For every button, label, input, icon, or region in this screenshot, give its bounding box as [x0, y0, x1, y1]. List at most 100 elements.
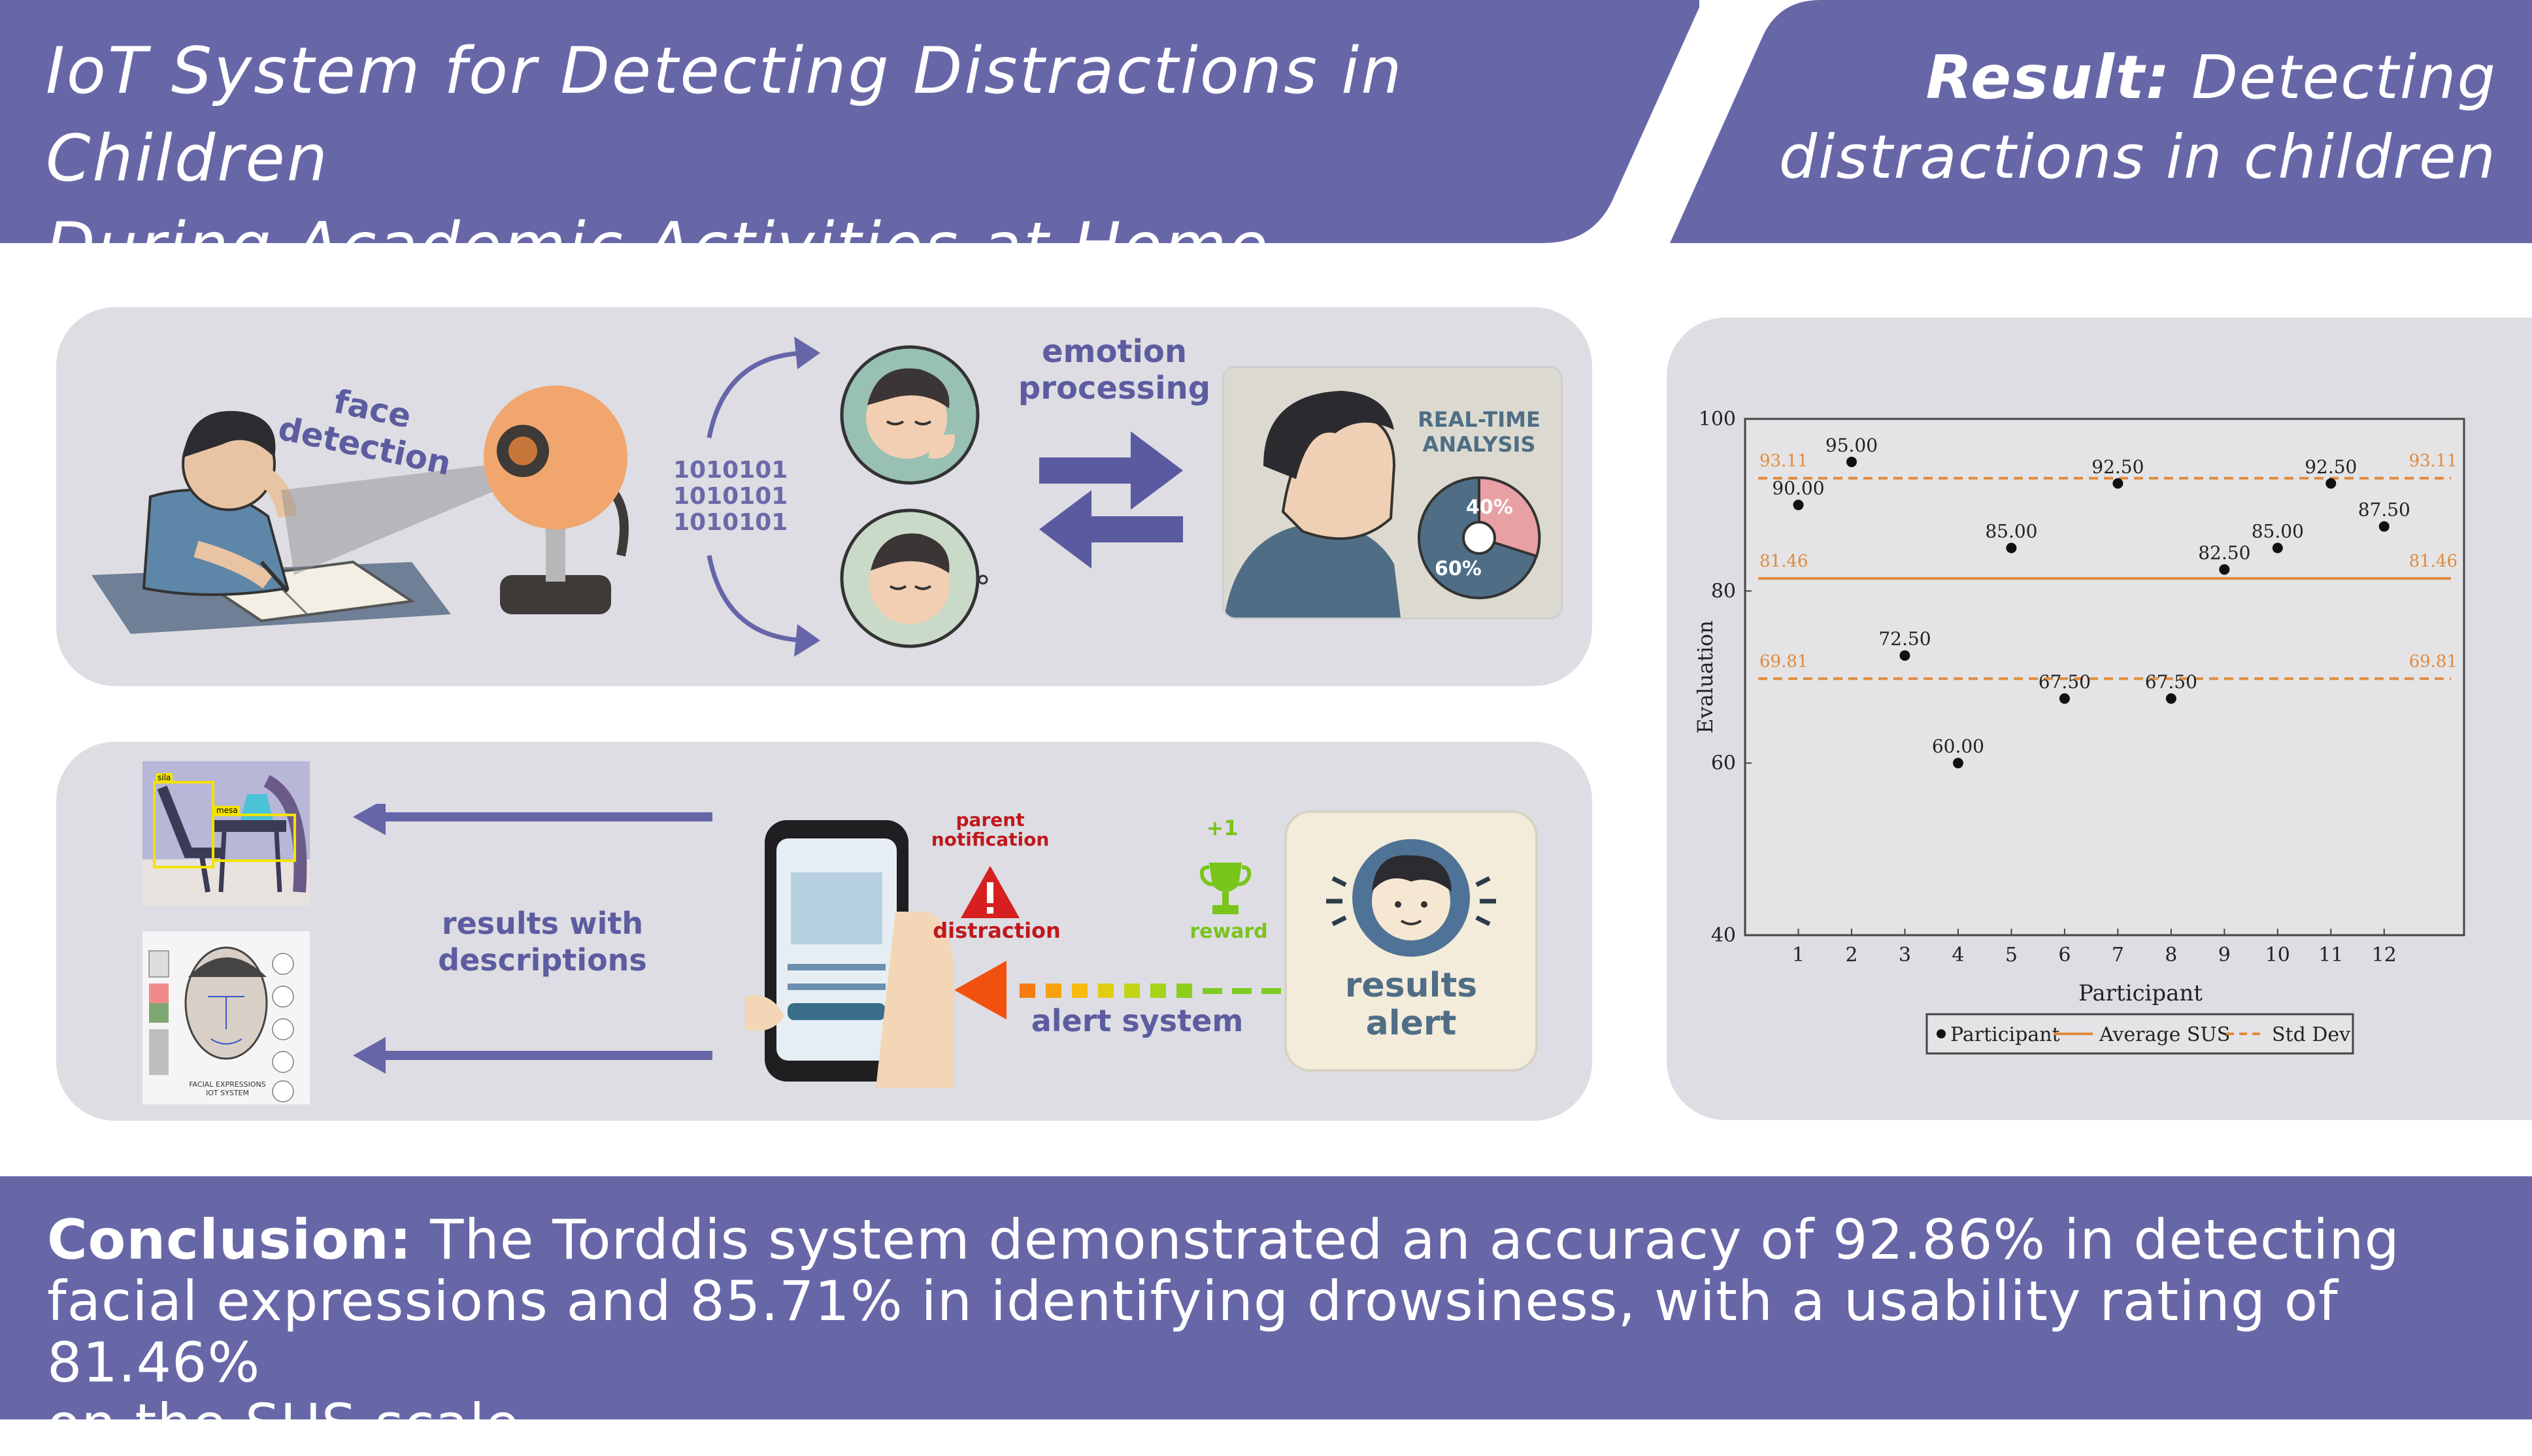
- webcam-icon: [484, 386, 629, 614]
- results-arrows: [353, 804, 712, 1074]
- result-heading: Result: Detecting distractions in childr…: [1752, 38, 2497, 197]
- x-tick-label: 5: [2005, 944, 2018, 967]
- parent-notification-label: parent notification: [931, 809, 1050, 850]
- data-label: 92.50: [2305, 456, 2357, 478]
- std-lower-label-left: 69.81: [1759, 652, 1808, 672]
- data-point: [2378, 521, 2390, 532]
- legend-average-sus: Average SUS: [2099, 1023, 2230, 1046]
- title-line-1: IoT System for Detecting Distractions in…: [46, 34, 1404, 196]
- data-point: [2219, 564, 2230, 575]
- results-alert-label: results alert: [1344, 966, 1478, 1043]
- binary-data: 1010101 1010101 1010101: [673, 457, 788, 536]
- pie-small-label: 40%: [1466, 496, 1513, 519]
- data-label: 95.00: [1825, 435, 1878, 456]
- conclusion-line-2: facial expressions and 85.71% in identif…: [47, 1269, 2339, 1395]
- realtime-analysis-card: REAL-TIME ANALYSIS 40% 60%: [1222, 366, 1563, 620]
- data-point: [1899, 650, 1910, 661]
- result-text-2: distractions in children: [1778, 122, 2497, 192]
- detection-beam: [281, 464, 497, 575]
- data-label: 60.00: [1932, 736, 1984, 757]
- plot-area: [1744, 418, 2465, 936]
- sleepy-face-icon: [840, 508, 988, 648]
- data-points: 90.00 95.00 72.50 60.00 85.00 67.50 92.50 67.50…: [1772, 435, 2410, 769]
- alert-dotted-arrow: [954, 961, 1281, 1019]
- data-label: 85.00: [2252, 521, 2304, 542]
- x-tick-label: 3: [1899, 944, 1911, 967]
- data-point: [2165, 693, 2176, 704]
- conclusion-text: Conclusion: The Torddis system demonstra…: [47, 1209, 2465, 1455]
- data-point: [2112, 478, 2124, 489]
- data-point: [2006, 542, 2017, 554]
- data-label: 85.00: [1985, 521, 2037, 542]
- average-sus-label-left: 81.46: [1759, 552, 1808, 571]
- emotion-pie-chart: [1418, 476, 1541, 599]
- reward-label: reward: [1190, 920, 1268, 943]
- exchange-arrows: [1039, 431, 1183, 569]
- detection-tag-table: mesa: [214, 806, 240, 815]
- facial-expressions-caption: FACIAL EXPRESSIONS IOT SYSTEM: [189, 1080, 266, 1097]
- x-tick-label: 10: [2265, 944, 2290, 967]
- y-tick-label: 60: [1711, 752, 1736, 775]
- x-tick-label: 9: [2218, 944, 2231, 967]
- data-point: [2272, 542, 2283, 554]
- reference-lines: 93.11 93.11 81.46 81.46 69.81 69.81: [1758, 452, 2457, 680]
- reward-plus-label: +1: [1206, 816, 1239, 840]
- child-profile-illustration: [1224, 391, 1401, 618]
- data-label: 87.50: [2358, 499, 2410, 521]
- data-point: [1793, 499, 1804, 510]
- results-alert-card: results alert: [1284, 810, 1538, 1072]
- y-tick-label: 40: [1711, 924, 1736, 947]
- x-axis-ticks: 1 2 3 4 5 6 7 8 9 10 11 12: [1792, 929, 2397, 967]
- x-tick-label: 6: [2058, 944, 2071, 967]
- conclusion-line-3: on the SUS scale.: [47, 1392, 538, 1456]
- data-label: 67.50: [2039, 671, 2091, 693]
- legend-std-dev: Std Dev: [2272, 1023, 2350, 1046]
- result-text-1: Detecting: [2191, 42, 2497, 112]
- x-tick-label: 2: [1845, 944, 1857, 967]
- conclusion-label: Conclusion:: [47, 1208, 412, 1272]
- data-label: 92.50: [2091, 456, 2144, 478]
- smartphone-illustration: [745, 820, 954, 1088]
- facial-landmarks-drawing: [148, 946, 294, 1102]
- facial-expressions-thumbnail: FACIAL EXPRESSIONS IOT SYSTEM: [142, 931, 310, 1104]
- average-sus-label-right: 81.46: [2409, 552, 2457, 571]
- emotion-processing-label: emotion processing: [1018, 333, 1211, 406]
- results-with-descriptions-label: results with descriptions: [438, 906, 647, 978]
- object-detection-thumbnail: sila mesa: [142, 761, 310, 906]
- chair-table-drawing: [142, 775, 310, 906]
- x-axis-label: Participant: [2078, 980, 2203, 1006]
- tired-face-icon: [840, 345, 980, 485]
- result-label: Result:: [1925, 42, 2171, 112]
- x-tick-label: 8: [2165, 944, 2177, 967]
- pie-large-label: 60%: [1435, 557, 1482, 580]
- title-line-2: During Academic Activities at Home: [46, 209, 1270, 284]
- data-point: [2325, 478, 2337, 489]
- realtime-analysis-label: REAL-TIME ANALYSIS: [1418, 407, 1541, 457]
- child-studying-illustration: [92, 410, 451, 634]
- data-label: 67.50: [2145, 671, 2197, 693]
- data-label: 82.50: [2198, 542, 2250, 563]
- alert-system-label: alert system: [1031, 1003, 1244, 1038]
- distraction-label: distraction: [933, 918, 1061, 943]
- warning-icon: [961, 866, 1020, 918]
- x-tick-label: 7: [2112, 944, 2124, 967]
- x-tick-label: 4: [1952, 944, 1964, 967]
- std-upper-label-left: 93.11: [1759, 452, 1808, 471]
- conclusion-banner: [0, 1176, 2532, 1419]
- data-point: [1952, 757, 1963, 769]
- x-tick-label: 11: [2318, 944, 2343, 967]
- std-upper-label-right: 93.11: [2409, 452, 2457, 471]
- legend-participant: Participant: [1950, 1023, 2060, 1046]
- data-label: 72.50: [1878, 628, 1931, 650]
- data-label: 90.00: [1772, 478, 1824, 499]
- chart-legend: Participant Average SUS Std Dev: [1925, 1013, 2354, 1055]
- page-title: IoT System for Detecting Distractions in…: [46, 27, 1627, 290]
- data-point: [2059, 693, 2070, 704]
- y-tick-label: 100: [1699, 408, 1736, 431]
- alert-face-icon: [1326, 839, 1496, 957]
- y-axis-label: Evaluation: [1693, 620, 1718, 733]
- legend-participant-marker: [1937, 1029, 1946, 1038]
- data-point: [1846, 456, 1857, 467]
- title-banner: [0, 0, 1699, 243]
